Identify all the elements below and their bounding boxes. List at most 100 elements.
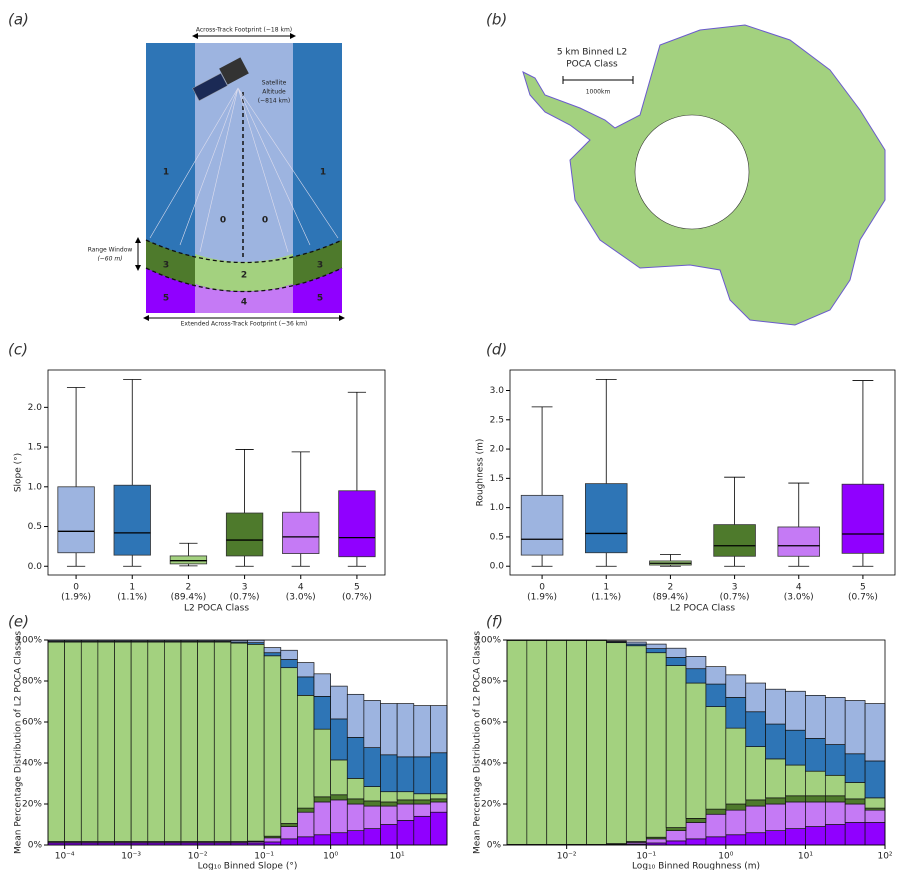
box xyxy=(778,527,820,556)
bar-segment xyxy=(845,822,865,845)
bar-segment xyxy=(606,643,626,844)
bar-segment xyxy=(686,656,706,668)
y-tick-label: 60% xyxy=(22,718,42,728)
panel-label: (f) xyxy=(486,613,503,631)
bar-segment xyxy=(364,748,381,787)
bar-segment xyxy=(865,798,885,808)
box xyxy=(842,484,884,553)
bar-segment xyxy=(746,800,766,806)
bar-segment xyxy=(81,642,98,841)
y-tick-label: 0.5 xyxy=(490,532,504,542)
bar-segment xyxy=(746,683,766,712)
y-axis-label: Mean Percentage Distribution of L2 POCA … xyxy=(14,631,24,854)
bar-segment xyxy=(281,659,298,667)
box xyxy=(521,495,563,555)
x-tick-note: (0.7%) xyxy=(720,593,750,603)
y-tick-label: 2.0 xyxy=(490,445,505,455)
bar-segment xyxy=(706,837,726,845)
bar-segment xyxy=(646,644,666,649)
bar-segment xyxy=(48,640,65,641)
bar-segment xyxy=(646,649,666,653)
bar-segment xyxy=(281,668,298,824)
bar-segment xyxy=(397,704,414,757)
bar-segment xyxy=(805,802,825,827)
extended-label: Extended Across-Track Footprint (~36 km) xyxy=(181,321,308,328)
bar-segment xyxy=(414,794,431,800)
x-tick-note: (0.7%) xyxy=(230,593,260,603)
y-tick-label: 0.0 xyxy=(28,562,43,572)
bar-segment xyxy=(314,674,331,697)
bar-segment xyxy=(706,707,726,810)
x-tick-note: (0.7%) xyxy=(848,593,878,603)
bar-segment xyxy=(766,804,786,831)
x-tick-label: 10² xyxy=(877,852,892,862)
bar-segment xyxy=(347,737,364,778)
bar-segment xyxy=(626,646,646,842)
bar-segment xyxy=(281,650,298,659)
bar-segment xyxy=(414,804,431,816)
bar-segment xyxy=(347,804,364,831)
x-tick-label: 10⁻¹ xyxy=(636,852,656,862)
bar-segment xyxy=(726,835,746,845)
bar-segment xyxy=(865,810,885,822)
bar-segment xyxy=(766,724,786,759)
bar-segment xyxy=(397,800,414,804)
altitude-label: Altitude xyxy=(262,89,286,96)
region-number: 3 xyxy=(317,261,323,271)
bar-segment xyxy=(726,804,746,810)
bar-segment xyxy=(805,695,825,738)
bar-segment xyxy=(785,730,805,765)
bar-segment xyxy=(381,825,398,846)
y-tick-label: 1.5 xyxy=(28,443,42,453)
bar-segment xyxy=(231,640,248,642)
bar-segment xyxy=(314,835,331,845)
bar-segment xyxy=(746,833,766,845)
box xyxy=(339,491,376,557)
bar-segment xyxy=(865,761,885,798)
bar-segment xyxy=(825,796,845,802)
footprint-label: Across-Track Footprint (~18 km) xyxy=(196,27,292,34)
x-tick-label: 10¹ xyxy=(798,852,813,862)
bar-segment xyxy=(785,829,805,845)
bar-segment xyxy=(805,827,825,845)
bar-segment xyxy=(430,812,447,845)
bar-segment xyxy=(364,806,381,829)
x-tick-label: 10¹ xyxy=(390,852,405,862)
bar-segment xyxy=(686,669,706,683)
bar-segment xyxy=(397,792,414,800)
bar-segment xyxy=(314,802,331,835)
bar-segment xyxy=(297,677,314,695)
bar-segment xyxy=(686,818,706,822)
bar-segment xyxy=(766,689,786,724)
bar-segment xyxy=(297,808,314,812)
bar-segment xyxy=(726,697,746,728)
bar-segment xyxy=(706,809,726,814)
x-tick-label: 1 xyxy=(129,583,135,593)
bar-segment xyxy=(726,728,746,804)
bar-segment xyxy=(281,827,298,839)
bar-segment xyxy=(397,804,414,820)
region-number: 5 xyxy=(317,294,323,304)
bar-segment xyxy=(805,738,825,771)
bar-segment xyxy=(706,684,726,707)
region-number: 0 xyxy=(220,216,226,226)
scale-bar xyxy=(563,76,633,84)
bar-segment xyxy=(264,656,281,836)
bar-segment xyxy=(825,825,845,846)
x-tick-label: 2 xyxy=(668,583,674,593)
bar-segment xyxy=(65,640,82,641)
bar-segment xyxy=(48,642,65,841)
bar-segment xyxy=(115,640,132,641)
y-axis-label: Mean Percentage Distribution of L2 POCA … xyxy=(473,631,483,854)
y-tick-label: 2.5 xyxy=(490,415,504,425)
bar-segment xyxy=(686,683,706,818)
bar-segment xyxy=(646,839,666,843)
bar-segment xyxy=(214,642,231,841)
box xyxy=(170,556,207,564)
bar-segment xyxy=(364,801,381,806)
bar-segment xyxy=(825,775,845,796)
bar-segment xyxy=(381,806,398,824)
bar-segment xyxy=(297,837,314,845)
y-tick-label: 80% xyxy=(481,677,501,687)
y-tick-label: 1.5 xyxy=(490,474,504,484)
